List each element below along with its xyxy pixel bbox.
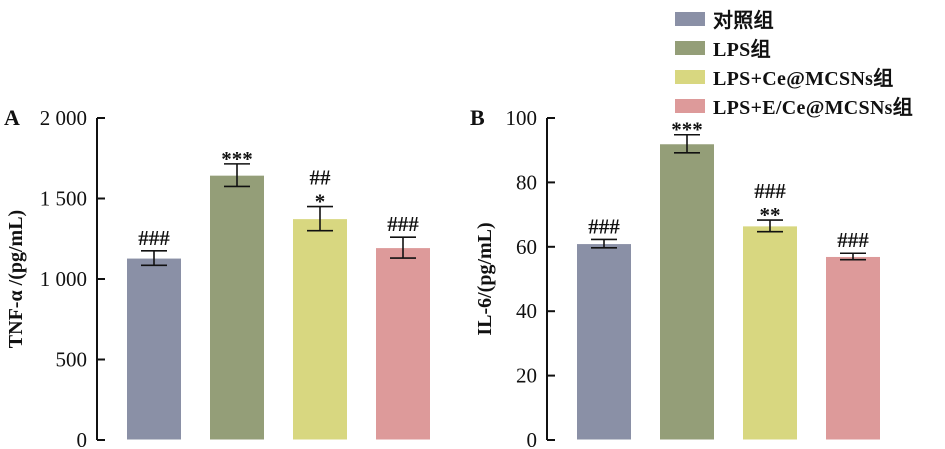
bar-3 bbox=[292, 218, 348, 441]
y-tick-label: 80 bbox=[516, 170, 537, 194]
error-bar-2 bbox=[674, 133, 700, 154]
legend-swatch-lps bbox=[675, 40, 705, 55]
y-tick-label: 40 bbox=[516, 299, 537, 323]
significance-label: *** bbox=[671, 118, 703, 142]
error-bar-4 bbox=[390, 236, 416, 259]
bar-4 bbox=[825, 255, 881, 441]
legend-item-lps-ce: LPS+Ce@MCSNs组 bbox=[675, 62, 913, 91]
legend-item-lps-e-ce: LPS+E/Ce@MCSNs组 bbox=[675, 91, 913, 120]
y-tick-label: 0 bbox=[77, 428, 88, 449]
panel-letter-A: A bbox=[4, 105, 20, 130]
bar-1 bbox=[126, 257, 182, 441]
y-tick-label: 2 000 bbox=[40, 106, 87, 130]
legend-item-control: 对照组 bbox=[675, 4, 913, 33]
significance-label: ### bbox=[387, 212, 419, 236]
y-axis-label-A: TNF-α /(pg/mL) bbox=[5, 210, 27, 348]
bar-1 bbox=[576, 243, 632, 441]
y-tick-label: 1 000 bbox=[40, 267, 87, 291]
legend-swatch-lps-ce bbox=[675, 69, 705, 84]
bar-3 bbox=[742, 225, 798, 441]
significance-label: ### bbox=[588, 214, 620, 238]
significance-label: *** bbox=[221, 147, 253, 171]
bar-4 bbox=[375, 247, 431, 441]
y-tick-label: 100 bbox=[506, 106, 538, 130]
panel-letter-B: B bbox=[470, 105, 485, 130]
y-tick-label: 1 500 bbox=[40, 187, 87, 211]
legend-label-lps-ce: LPS+Ce@MCSNs组 bbox=[713, 68, 894, 90]
error-bar-1 bbox=[591, 238, 617, 249]
significance-label: * bbox=[315, 190, 326, 214]
error-bar-3 bbox=[757, 219, 783, 233]
error-bar-3 bbox=[307, 205, 333, 232]
error-bar-4 bbox=[840, 252, 866, 261]
error-bar-1 bbox=[141, 250, 167, 267]
legend-label-lps: LPS组 bbox=[713, 39, 771, 61]
y-tick-label: 60 bbox=[516, 235, 537, 259]
y-tick-label: 20 bbox=[516, 364, 537, 388]
bar-2 bbox=[659, 143, 715, 441]
y-tick-label: 0 bbox=[527, 428, 538, 449]
significance-label: ### bbox=[138, 226, 170, 250]
legend-swatch-control bbox=[675, 11, 705, 26]
significance-label: ## bbox=[310, 166, 332, 190]
y-tick-label: 500 bbox=[56, 348, 88, 372]
y-axis-label-B: IL-6/(pg/mL) bbox=[474, 222, 496, 335]
legend-label-lps-e-ce: LPS+E/Ce@MCSNs组 bbox=[713, 97, 914, 119]
significance-label: ** bbox=[760, 203, 781, 227]
legend-item-lps: LPS组 bbox=[675, 33, 913, 62]
error-bar-2 bbox=[224, 163, 250, 188]
significance-label: ### bbox=[754, 179, 786, 203]
significance-label: ### bbox=[837, 228, 869, 252]
legend-label-control: 对照组 bbox=[713, 10, 774, 32]
bar-2 bbox=[209, 174, 265, 441]
legend-swatch-lps-e-ce bbox=[675, 98, 705, 113]
legend: 对照组 LPS组 LPS+Ce@MCSNs组 LPS+E/Ce@MCSNs组 bbox=[675, 4, 913, 120]
